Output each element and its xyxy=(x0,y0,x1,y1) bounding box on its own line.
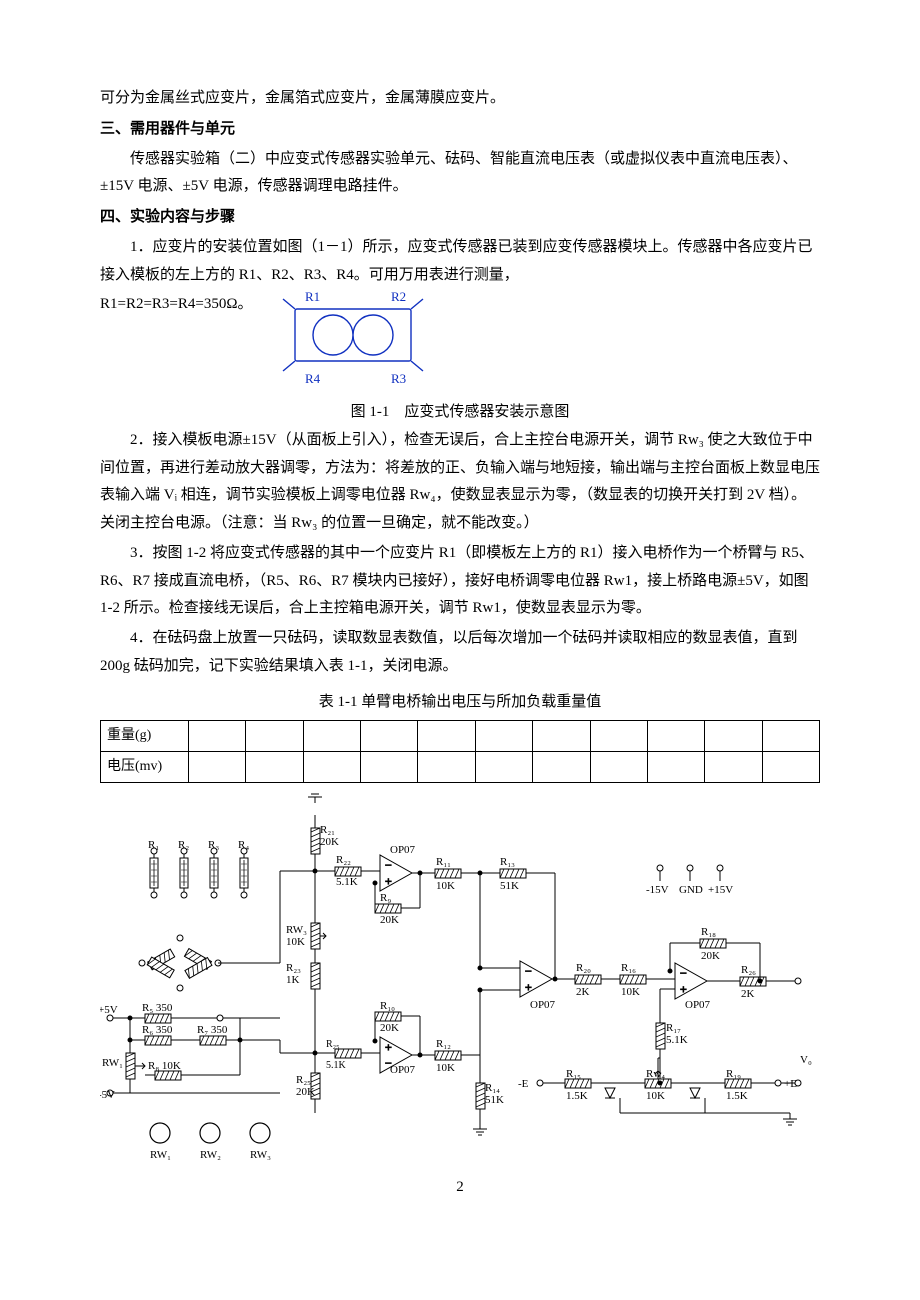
page-number: 2 xyxy=(100,1174,820,1202)
svg-text:R₆ 350: R₆ 350 xyxy=(142,1024,173,1036)
svg-text:GND: GND xyxy=(679,884,703,896)
svg-text:R₂₆: R₂₆ xyxy=(741,964,756,976)
row2-label: 电压(mv) xyxy=(101,752,189,783)
svg-text:10K: 10K xyxy=(621,986,640,998)
step4: 4．在砝码盘上放置一只砝码，读取数显表数值，以后每次增加一个砝码并读取相应的数显… xyxy=(100,625,820,681)
svg-text:R₄: R₄ xyxy=(238,839,249,851)
svg-text:OP07: OP07 xyxy=(390,1064,416,1076)
svg-text:R₉: R₉ xyxy=(380,892,391,904)
svg-text:20K: 20K xyxy=(701,950,720,962)
svg-text:R₁₀: R₁₀ xyxy=(380,1000,395,1012)
svg-text:R₃: R₃ xyxy=(208,839,219,851)
svg-text:+E: +E xyxy=(784,1078,797,1090)
svg-text:R₂₃: R₂₃ xyxy=(286,962,301,974)
table-row: 电压(mv) xyxy=(101,752,820,783)
svg-text:RW₁: RW₁ xyxy=(150,1149,171,1161)
svg-text:RW₂: RW₂ xyxy=(200,1149,221,1161)
svg-text:R₂₀: R₂₀ xyxy=(576,962,591,974)
svg-text:1.5K: 1.5K xyxy=(726,1090,748,1102)
svg-text:1K: 1K xyxy=(286,974,300,986)
svg-text:1.5K: 1.5K xyxy=(566,1090,588,1102)
step2: 2．接入模板电源±15V（从面板上引入），检查无误后，合上主控台电源开关，调节 … xyxy=(100,427,820,538)
svg-text:20K: 20K xyxy=(320,836,339,848)
svg-text:-15V: -15V xyxy=(646,884,669,896)
svg-text:R₇ 350: R₇ 350 xyxy=(197,1024,228,1036)
table-1-1: 重量(g) 电压(mv) xyxy=(100,720,820,783)
svg-text:51K: 51K xyxy=(500,880,519,892)
svg-text:R₅ 350: R₅ 350 xyxy=(142,1002,173,1014)
svg-text:2K: 2K xyxy=(576,986,590,998)
svg-text:R₂₅: R₂₅ xyxy=(326,1039,340,1050)
svg-text:R₁₈: R₁₈ xyxy=(701,926,716,938)
table-caption: 表 1-1 单臂电桥输出电压与所加负载重量值 xyxy=(100,689,820,717)
row1-label: 重量(g) xyxy=(101,721,189,752)
svg-text:R₂₅: R₂₅ xyxy=(296,1074,311,1086)
svg-text:R₂₁: R₂₁ xyxy=(320,824,335,836)
svg-text:20K: 20K xyxy=(296,1086,315,1098)
svg-text:R₁: R₁ xyxy=(148,839,159,851)
step3: 3．按图 1-2 将应变式传感器的其中一个应变片 R1（即模板左上方的 R1）接… xyxy=(100,540,820,623)
svg-text:OP07: OP07 xyxy=(530,999,556,1011)
svg-text:OP07: OP07 xyxy=(685,999,711,1011)
svg-text:R₁₃: R₁₃ xyxy=(500,856,515,868)
fig1-r1: R1 xyxy=(305,291,320,304)
fig1-r2: R2 xyxy=(391,291,406,304)
section4-heading: 四、实验内容与步骤 xyxy=(100,204,820,232)
svg-text:20K: 20K xyxy=(380,914,399,926)
step1-b: R1=R2=R3=R4=350Ω。 xyxy=(100,291,253,319)
figure-1-2-circuit: + − − + xyxy=(100,793,820,1174)
svg-text:5.1K: 5.1K xyxy=(336,876,358,888)
svg-text:-E: -E xyxy=(518,1078,529,1090)
step1-a: 1．应变片的安装位置如图（1－1）所示，应变式传感器已装到应变传感器模块上。传感… xyxy=(100,234,820,290)
svg-text:10K: 10K xyxy=(286,936,305,948)
section3-body: 传感器实验箱（二）中应变式传感器实验单元、砝码、智能直流电压表（或虚拟仪表中直流… xyxy=(100,146,820,202)
svg-text:R₂₂: R₂₂ xyxy=(336,854,351,866)
svg-text:+5V: +5V xyxy=(100,1004,118,1016)
svg-text:R₁₉: R₁₉ xyxy=(726,1068,741,1080)
svg-text:10K: 10K xyxy=(646,1090,665,1102)
svg-text:RW₃: RW₃ xyxy=(286,924,307,936)
svg-text:20K: 20K xyxy=(380,1022,399,1034)
fig1-r3: R3 xyxy=(391,371,406,386)
intro-line: 可分为金属丝式应变片，金属箔式应变片，金属薄膜应变片。 xyxy=(100,85,820,113)
svg-text:R₂: R₂ xyxy=(178,839,189,851)
svg-text:R₁₁: R₁₁ xyxy=(436,856,451,868)
svg-text:R₁₄: R₁₄ xyxy=(485,1082,500,1094)
svg-text:5.1K: 5.1K xyxy=(326,1060,347,1071)
svg-text:-5V: -5V xyxy=(100,1089,115,1101)
svg-text:R₁₅: R₁₅ xyxy=(566,1068,581,1080)
table-row: 重量(g) xyxy=(101,721,820,752)
svg-text:10K: 10K xyxy=(436,1062,455,1074)
fig1-caption: 图 1-1 应变式传感器安装示意图 xyxy=(100,399,820,427)
svg-text:RW₃: RW₃ xyxy=(250,1149,271,1161)
svg-text:OP07: OP07 xyxy=(390,844,416,856)
svg-text:R₈ 10K: R₈ 10K xyxy=(148,1060,181,1072)
section3-heading: 三、需用器件与单元 xyxy=(100,116,820,144)
svg-text:2K: 2K xyxy=(741,988,755,1000)
svg-text:+15V: +15V xyxy=(708,884,733,896)
svg-text:Rw₄: Rw₄ xyxy=(646,1068,665,1080)
svg-text:R₁₆: R₁₆ xyxy=(621,962,636,974)
svg-text:V₀: V₀ xyxy=(800,1054,812,1066)
svg-text:10K: 10K xyxy=(436,880,455,892)
svg-text:51K: 51K xyxy=(485,1094,504,1106)
figure-1-1: R1 R2 R4 R3 xyxy=(263,291,443,397)
svg-text:R₁₂: R₁₂ xyxy=(436,1038,451,1050)
svg-text:5.1K: 5.1K xyxy=(666,1034,688,1046)
svg-text:R₁₇: R₁₇ xyxy=(666,1022,681,1034)
fig1-r4: R4 xyxy=(305,371,321,386)
svg-text:RW₁: RW₁ xyxy=(102,1057,123,1069)
